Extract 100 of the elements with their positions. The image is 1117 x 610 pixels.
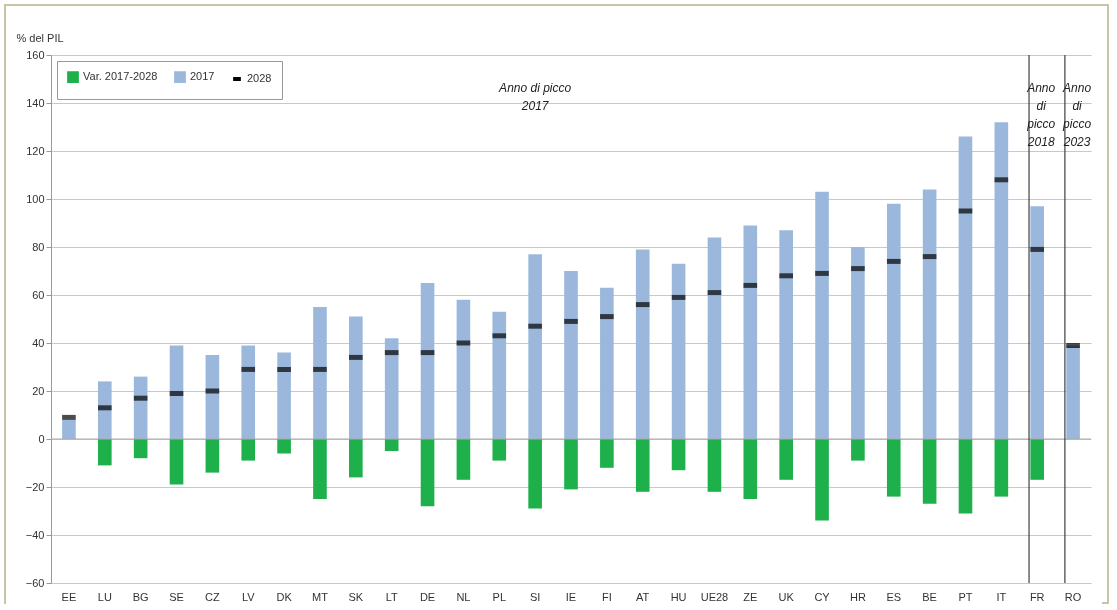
bar (169, 439, 184, 485)
bar (205, 439, 220, 473)
x-tick-label: IT (996, 590, 1007, 603)
bar (671, 263, 686, 439)
bar (313, 439, 327, 499)
x-tick-label: BE (922, 590, 937, 603)
x-tick-label: PL (492, 590, 507, 603)
bar (815, 439, 829, 521)
bar (635, 439, 650, 492)
bar (779, 230, 793, 439)
bar (205, 355, 220, 439)
x-tick-label: UE28 (700, 590, 729, 603)
bar (456, 299, 471, 439)
y-tick-label: 80 (32, 240, 45, 253)
x-tick-label: BG (132, 590, 149, 603)
bar (133, 376, 148, 439)
bar (958, 136, 973, 439)
y-tick-label: 20 (32, 384, 45, 397)
bar (277, 439, 291, 454)
x-tick-label: FI (601, 590, 612, 603)
x-tick-label: RO (1064, 590, 1082, 603)
y-tick-label: 140 (26, 96, 45, 109)
legend-label: Var. 2017-2028 (83, 70, 158, 83)
bar (349, 439, 363, 478)
bar (492, 311, 507, 439)
x-tick-label: IE (565, 590, 577, 603)
bar (564, 439, 578, 490)
x-tick-label: UK (778, 590, 795, 603)
x-tick-label: LU (97, 590, 112, 603)
bar (97, 439, 112, 466)
bar (671, 439, 686, 471)
legend-label: 2017 (190, 70, 215, 83)
bar (743, 439, 758, 499)
bar (600, 287, 614, 439)
bar (635, 249, 650, 439)
x-tick-label: LV (241, 590, 256, 603)
bar (1030, 439, 1045, 480)
bar (994, 439, 1009, 497)
bar (851, 439, 865, 461)
bar (528, 439, 542, 509)
x-tick-label: DK (276, 590, 293, 603)
bar (922, 189, 937, 439)
x-tick-label: DE (419, 590, 436, 603)
y-axis-title: % del PIL (16, 31, 64, 44)
x-tick-label: CZ (205, 590, 220, 603)
y-tick-label: −40 (25, 528, 45, 541)
bar (420, 439, 435, 507)
bar (241, 345, 256, 439)
bar (349, 316, 363, 439)
bar (707, 439, 722, 492)
x-tick-label: ZE (743, 590, 758, 603)
x-tick-label: HU (670, 590, 687, 603)
bar (743, 225, 758, 439)
annotation: Anno di picco 2018 (1026, 81, 1056, 149)
x-tick-label: AT (636, 590, 650, 603)
bar (886, 203, 901, 439)
x-tick-label: LT (385, 590, 398, 603)
x-tick-label: SE (169, 590, 184, 603)
bar (528, 254, 542, 439)
y-tick-label: 40 (32, 336, 45, 349)
bar (384, 439, 399, 451)
bar (851, 247, 865, 439)
bar (313, 307, 327, 439)
x-tick-label: SI (529, 590, 541, 603)
bar (169, 345, 184, 439)
x-tick-label: HR (849, 590, 866, 603)
y-tick-label: −20 (25, 480, 45, 493)
annotation: Anno di picco 2017 (498, 81, 572, 113)
bar (241, 439, 256, 461)
bar (886, 439, 901, 497)
y-tick-label: 160 (26, 48, 45, 61)
bar (815, 191, 829, 439)
x-tick-label: MT (312, 590, 329, 603)
bar (384, 338, 399, 439)
y-tick-label: −60 (25, 576, 45, 589)
bar (277, 352, 291, 439)
y-tick-label: 120 (26, 144, 45, 157)
y-tick-label: 100 (26, 192, 45, 205)
bar (564, 271, 578, 439)
x-tick-label: PT (958, 590, 973, 603)
bar (62, 419, 76, 439)
bar (600, 439, 614, 468)
bar (1030, 206, 1045, 439)
x-tick-label: EE (61, 590, 77, 603)
x-tick-label: FR (1029, 590, 1045, 603)
bar (779, 439, 793, 480)
bar (707, 237, 722, 439)
bar (492, 439, 507, 461)
x-tick-label: SK (348, 590, 364, 603)
bar (1066, 345, 1080, 439)
bar (958, 439, 973, 514)
legend-label: 2028 (247, 72, 272, 84)
x-tick-label: NL (456, 590, 471, 603)
x-tick-label: CY (814, 590, 831, 603)
y-tick-label: 0 (38, 432, 45, 445)
bar (456, 439, 471, 480)
bar (994, 122, 1009, 439)
x-tick-label: ES (886, 590, 902, 603)
y-tick-label: 60 (32, 288, 45, 301)
bar (420, 283, 435, 439)
